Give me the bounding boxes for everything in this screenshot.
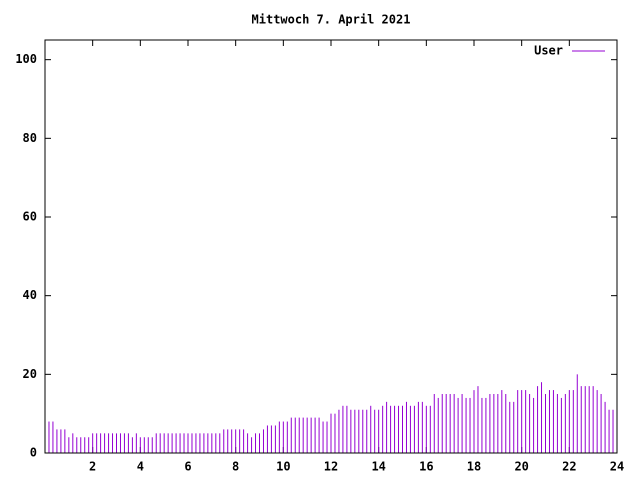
- x-tick-label: 14: [371, 460, 385, 474]
- x-tick-label: 24: [610, 460, 624, 474]
- x-tick-label: 12: [324, 460, 338, 474]
- x-tick-label: 4: [137, 460, 144, 474]
- legend-label: User: [534, 44, 563, 58]
- y-tick-label: 0: [30, 446, 37, 460]
- x-tick-label: 22: [562, 460, 576, 474]
- x-tick-label: 6: [184, 460, 191, 474]
- y-tick-label: 80: [23, 131, 37, 145]
- plot-frame: [44, 39, 618, 454]
- x-tick-label: 10: [276, 460, 290, 474]
- chart-title: Mittwoch 7. April 2021: [252, 13, 411, 27]
- y-tick-label: 20: [23, 367, 37, 381]
- x-tick-label: 8: [232, 460, 239, 474]
- x-tick-label: 18: [467, 460, 481, 474]
- y-tick-label: 60: [23, 210, 37, 224]
- x-tick-label: 2: [89, 460, 96, 474]
- y-tick-label: 100: [15, 52, 37, 66]
- x-tick-label: 16: [419, 460, 433, 474]
- x-tick-label: 20: [514, 460, 528, 474]
- y-tick-label: 40: [23, 288, 37, 302]
